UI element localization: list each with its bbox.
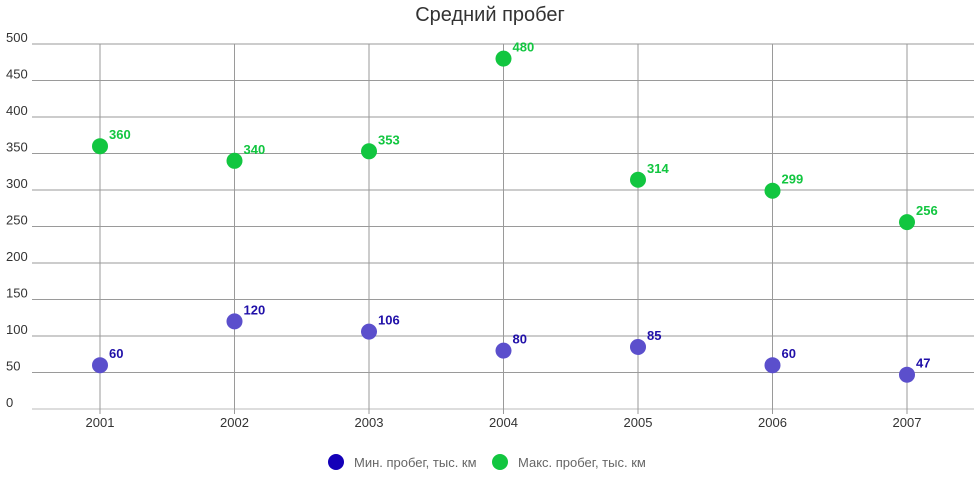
x-tick-label: 2006 [758, 415, 787, 430]
chart-title: Средний пробег [415, 4, 565, 26]
y-tick-label: 50 [6, 359, 20, 374]
data-label: 314 [647, 161, 669, 176]
data-points [92, 50, 915, 383]
data-point [764, 182, 781, 199]
x-tick-label: 2005 [624, 415, 653, 430]
legend-marker [492, 454, 508, 470]
data-point [495, 50, 512, 67]
data-label: 85 [647, 328, 661, 343]
y-axis: 0 50 100 150 200 250 300 350 400 450 500 [6, 30, 28, 410]
data-label: 80 [513, 332, 527, 347]
y-tick-label: 150 [6, 286, 28, 301]
y-tick-label: 250 [6, 213, 28, 228]
data-label: 60 [109, 346, 123, 361]
legend-label: Макс. пробег, тыс. км [518, 455, 646, 470]
y-tick-label: 300 [6, 176, 28, 191]
data-point [92, 357, 108, 374]
data-labels: 60 120 106 80 85 60 47 360 340 353 480 314 299 256 [109, 40, 938, 371]
x-axis: 2001 2002 2003 2004 2005 2006 2007 [86, 415, 922, 430]
data-point [92, 138, 108, 155]
data-label: 106 [378, 313, 400, 328]
y-tick-label: 350 [6, 140, 28, 155]
data-label: 480 [513, 40, 535, 55]
data-point [226, 152, 243, 169]
data-point [764, 357, 781, 374]
data-point [361, 143, 377, 160]
legend-marker [328, 454, 344, 470]
data-label: 47 [916, 356, 930, 371]
data-point [899, 366, 915, 383]
y-tick-label: 100 [6, 322, 28, 337]
data-point [495, 342, 512, 359]
x-tick-label: 2003 [355, 415, 384, 430]
y-tick-label: 200 [6, 249, 28, 264]
y-tick-label: 0 [6, 395, 13, 410]
data-label: 256 [916, 203, 938, 218]
x-tick-label: 2007 [893, 415, 922, 430]
x-tick-label: 2004 [489, 415, 518, 430]
y-tick-label: 400 [6, 103, 28, 118]
data-label: 360 [109, 127, 131, 142]
x-tick-label: 2002 [220, 415, 249, 430]
legend-label: Мин. пробег, тыс. км [354, 455, 477, 470]
data-point [630, 338, 646, 355]
y-tick-label: 500 [6, 30, 28, 45]
data-point [899, 214, 915, 231]
data-point [361, 323, 377, 340]
x-tick-label: 2001 [86, 415, 115, 430]
legend: Мин. пробег, тыс. км Макс. пробег, тыс. к… [328, 454, 646, 470]
data-label: 120 [244, 302, 266, 317]
data-point [226, 313, 243, 330]
data-label: 299 [782, 172, 804, 187]
data-label: 353 [378, 132, 400, 147]
data-label: 60 [782, 346, 796, 361]
y-tick-label: 450 [6, 67, 28, 82]
data-point [630, 171, 646, 188]
data-label: 340 [244, 142, 266, 157]
